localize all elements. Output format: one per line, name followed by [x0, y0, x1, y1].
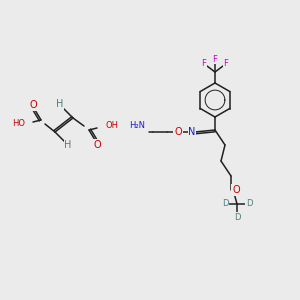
Text: O: O [232, 185, 240, 195]
Text: N: N [188, 127, 196, 137]
Text: F: F [213, 55, 218, 64]
Text: F: F [202, 58, 206, 68]
Text: D: D [222, 200, 228, 208]
Text: O: O [93, 140, 101, 150]
Text: F: F [224, 58, 228, 68]
Text: HO: HO [12, 119, 25, 128]
Text: O: O [29, 100, 37, 110]
Text: H: H [64, 140, 72, 150]
Text: H₂N: H₂N [129, 122, 145, 130]
Text: OH: OH [105, 122, 118, 130]
Text: D: D [246, 200, 252, 208]
Text: H: H [56, 99, 64, 109]
Text: O: O [174, 127, 182, 137]
Text: D: D [234, 212, 240, 221]
